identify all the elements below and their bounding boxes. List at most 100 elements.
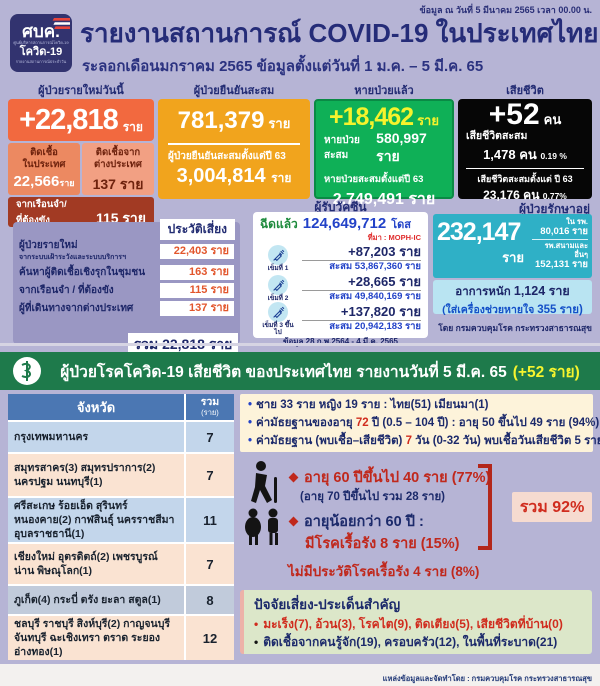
deaths-since63-value: 23,176 คน	[483, 187, 540, 202]
vaccinated-label: ฉีดแล้ว	[260, 217, 298, 231]
moph-logo-icon	[13, 357, 41, 385]
cumulative-since63-value: 3,004,814	[176, 165, 266, 187]
section-divider	[0, 343, 600, 346]
local-label-2: ในประเทศ	[22, 158, 66, 170]
bullet-icon: •	[254, 617, 259, 631]
logo-product-text: โควิด-19	[19, 45, 63, 58]
dose-row-1: เข็มที่ 1 +87,203 ราย สะสม 53,867,360 รา…	[260, 244, 421, 274]
table-row-count: 7	[186, 544, 234, 584]
age-senior-text: อายุ 60 ปีขึ้นไป 40 ราย (77%)	[304, 470, 491, 486]
dose-label: เข็มที่ 1	[267, 265, 289, 273]
card-new-cases-header: ผู้ป่วยรายใหม่วันนี้	[38, 85, 124, 97]
deaths-banner: ผู้ป่วยโรคโควิด-19 เสียชีวิต ของประเทศไท…	[0, 352, 600, 390]
risk-row-value: 22,403 ราย	[160, 243, 234, 259]
abroad-label-2: ต่างประเทศ	[94, 158, 142, 170]
dose-cum-value: สะสม 20,942,183 ราย	[329, 320, 421, 332]
recovered-value-box: +18,462 ราย หายป่วยสะสม 580,997 ราย หายป่…	[314, 99, 454, 208]
total-header-main: รวม	[200, 396, 220, 409]
new-cases-value: +22,818	[19, 103, 119, 136]
risk-factors-line-1: • มะเร็ง(7), อ้วน(3), โรคไต(9), ติดเตียง(…	[254, 615, 582, 633]
syringe-icon	[268, 245, 288, 266]
median-days-suffix: วัน (0-32 วัน) พบเชื้อวันเสียชีวิต 5 ราย	[411, 434, 600, 447]
deaths-cum-pct: 0.19 %	[540, 150, 567, 161]
dose-cum-value: สะสม 53,867,360 ราย	[329, 260, 421, 272]
in-hospital-value: 80,016 ราย	[532, 226, 588, 241]
page-subtitle: ระลอกเดือนมกราคม 2565 ข้อมูลตั้งแต่วันที…	[82, 58, 484, 75]
severe-label: อาการหนัก	[455, 286, 511, 298]
risk-row-label: ผู้ป่วยรายใหม่	[19, 240, 78, 251]
death-stats-box: • ชาย 33 ราย หญิง 19 ราย : ไทย(51) เมียนม…	[240, 394, 600, 452]
data-as-of-timestamp: ข้อมูล ณ วันที่ 5 มีนาคม 2565 เวลา 00.00…	[419, 5, 593, 15]
total-column-header: รวม (ราย)	[186, 394, 234, 420]
bullet-icon: •	[248, 434, 253, 447]
treatment-total: 232,147	[437, 218, 521, 246]
vaccination-source: ที่มา : MOPH-IC	[367, 233, 421, 242]
deaths-unit: คน	[543, 112, 562, 127]
risk-row: ค้นหาผู้ติดเชื้อเชิงรุกในชุมชน 163 ราย	[19, 265, 234, 280]
table-row-count: 8	[186, 586, 234, 614]
in-hospital-label: ใน รพ.	[566, 217, 588, 226]
card-new-cases: ผู้ป่วยรายใหม่วันนี้ +22,818 ราย ติดเชื้…	[8, 86, 154, 227]
median-age-prefix: ค่ามัธยฐานของอายุ	[256, 416, 356, 429]
dose-label: เข็มที่ 2	[267, 295, 289, 303]
table-row: สมุทรสาคร(3) สมุทรปราการ(2) นครปฐม นนทบุ…	[8, 454, 184, 496]
bullet-icon: •	[248, 416, 253, 429]
recovered-value: +18,462	[329, 103, 414, 131]
treatment-header: ผู้ป่วยรักษาอยู่	[518, 202, 590, 216]
flag-stripes-icon	[52, 18, 70, 29]
logo-org-text: ศบค.	[22, 22, 60, 41]
elderly-person-icon	[251, 461, 277, 503]
age-senior-subline: (อายุ 70 ปีขึ้นไป รวม 28 ราย)	[300, 491, 446, 503]
risk-row-sublabel: จากระบบเฝ้าระวังและระบบบริการฯ	[19, 254, 126, 261]
abroad-infection-box: ติดเชื้อจาก ต่างประเทศ 137 ราย	[82, 143, 154, 195]
dose-new-value: +87,203 ราย	[302, 244, 421, 261]
new-cases-value-box: +22,818 ราย	[8, 99, 154, 141]
card-recovered: หายป่วยแล้ว +18,462 ราย หายป่วยสะสม 580,9…	[314, 86, 454, 208]
severe-cases-box: อาการหนัก 1,124 ราย (ใส่เครื่องช่วยหายใจ…	[433, 280, 592, 316]
deaths-banner-title: ผู้ป่วยโรคโควิด-19 เสียชีวิต ของประเทศไท…	[60, 363, 507, 381]
age-younger-chronic: มีโรคเรื้อรัง 8 ราย (15%)	[305, 536, 460, 552]
risk-row-label: ค้นหาผู้ติดเชื้อเชิงรุกในชุมชน	[19, 267, 146, 278]
two-people-icon	[245, 508, 278, 545]
dose-row-3: เข็มที่ 3 ขึ้นไป +137,820 ราย สะสม 20,94…	[260, 302, 421, 336]
logo-org-caption: ศูนย์บริหารสถานการณ์โควิด-19	[13, 40, 69, 45]
risk-factors-box: ปัจจัยเสี่ยง-ประเด็นสำคัญ • มะเร็ง(7), อ้…	[240, 590, 592, 654]
risk-factors-text-1: มะเร็ง(7), อ้วน(3), โรคไต(9), ติดเตียง(5…	[263, 617, 563, 631]
prison-label-1: จากเรือนจำ/	[16, 199, 67, 210]
recovered-since63-label: หายป่วยสะสมตั้งแต่ปี 63	[324, 174, 424, 185]
table-row: เชียงใหม่ อุตรดิตถ์(2) เพชรบูรณ์ น่าน พิ…	[8, 544, 184, 584]
deaths-cum-value: 1,478 คน	[483, 146, 537, 162]
total-header-unit: (ราย)	[201, 407, 219, 417]
dose-new-value: +28,665 ราย	[302, 274, 421, 291]
cumulative-unit: ราย	[268, 116, 291, 131]
ccsa-logo: ศบค. ศูนย์บริหารสถานการณ์โควิด-19 โควิด-…	[10, 14, 72, 72]
dose-label: เข็มที่ 3 ขึ้นไป	[262, 322, 294, 336]
risk-factors-text-2: ติดเชื้อจากคนรู้จัก(19), ครอบครัว(12), ใ…	[263, 635, 558, 649]
stat-line-median-days: • ค่ามัธยฐาน (พบเชื้อ–เสียชีวิต) 7 วัน (0…	[248, 433, 600, 451]
vaccination-note: ข้อมูล 28 ก.พ.2564 - 4 มี.ค. 2565	[282, 337, 399, 346]
province-column-header: จังหวัด	[8, 394, 184, 420]
risk-factors-title: ปัจจัยเสี่ยง-ประเด็นสำคัญ	[254, 597, 401, 612]
risk-row: จากเรือนจำ / ที่ต้องขัง 115 ราย	[19, 283, 234, 298]
dose-row-2: เข็มที่ 2 +28,665 ราย สะสม 49,840,169 รา…	[260, 274, 421, 304]
local-value: 22,566	[13, 172, 60, 190]
field-hospital-value: 152,131 ราย	[535, 259, 588, 271]
vaccination-panel: ฉีดแล้ว 124,649,712 โดส ที่มา : MOPH-IC …	[253, 212, 428, 346]
cumulative-value-box: 781,379 ราย ผู้ป่วยยืนยันสะสมตั้งแต่ปี 63…	[158, 99, 310, 199]
recovered-since63-value: 2,749,491 ราย	[332, 191, 436, 208]
dose-new-value: +137,820 ราย	[302, 304, 421, 321]
deaths-since63-label: เสียชีวิตสะสมตั้งแต่ ปี 63	[477, 173, 573, 184]
table-row: ศรีสะเกษ ร้อยเอ็ด สุรินทร์ หนองคาย(2) กา…	[8, 498, 184, 542]
median-days-prefix: ค่ามัธยฐาน (พบเชื้อ–เสียชีวิต)	[256, 434, 406, 447]
vaccination-header: ผู้รับวัคซีน	[314, 200, 367, 214]
cumulative-since63-label: ผู้ป่วยยืนยันสะสมตั้งแต่ปี 63	[168, 151, 286, 162]
prison-label-2: ที่ต้องขัง	[16, 215, 50, 227]
risk-row-value: 115 ราย	[160, 283, 234, 298]
local-unit: ราย	[59, 177, 75, 188]
bullet-icon: •	[248, 399, 253, 411]
deaths-value: +52	[488, 98, 540, 131]
recovered-cum-value: 580,997 ราย	[376, 130, 427, 164]
field-hospital-label: รพ.สนามและอื่นๆ	[544, 241, 588, 260]
median-age-value: 72	[355, 416, 369, 429]
